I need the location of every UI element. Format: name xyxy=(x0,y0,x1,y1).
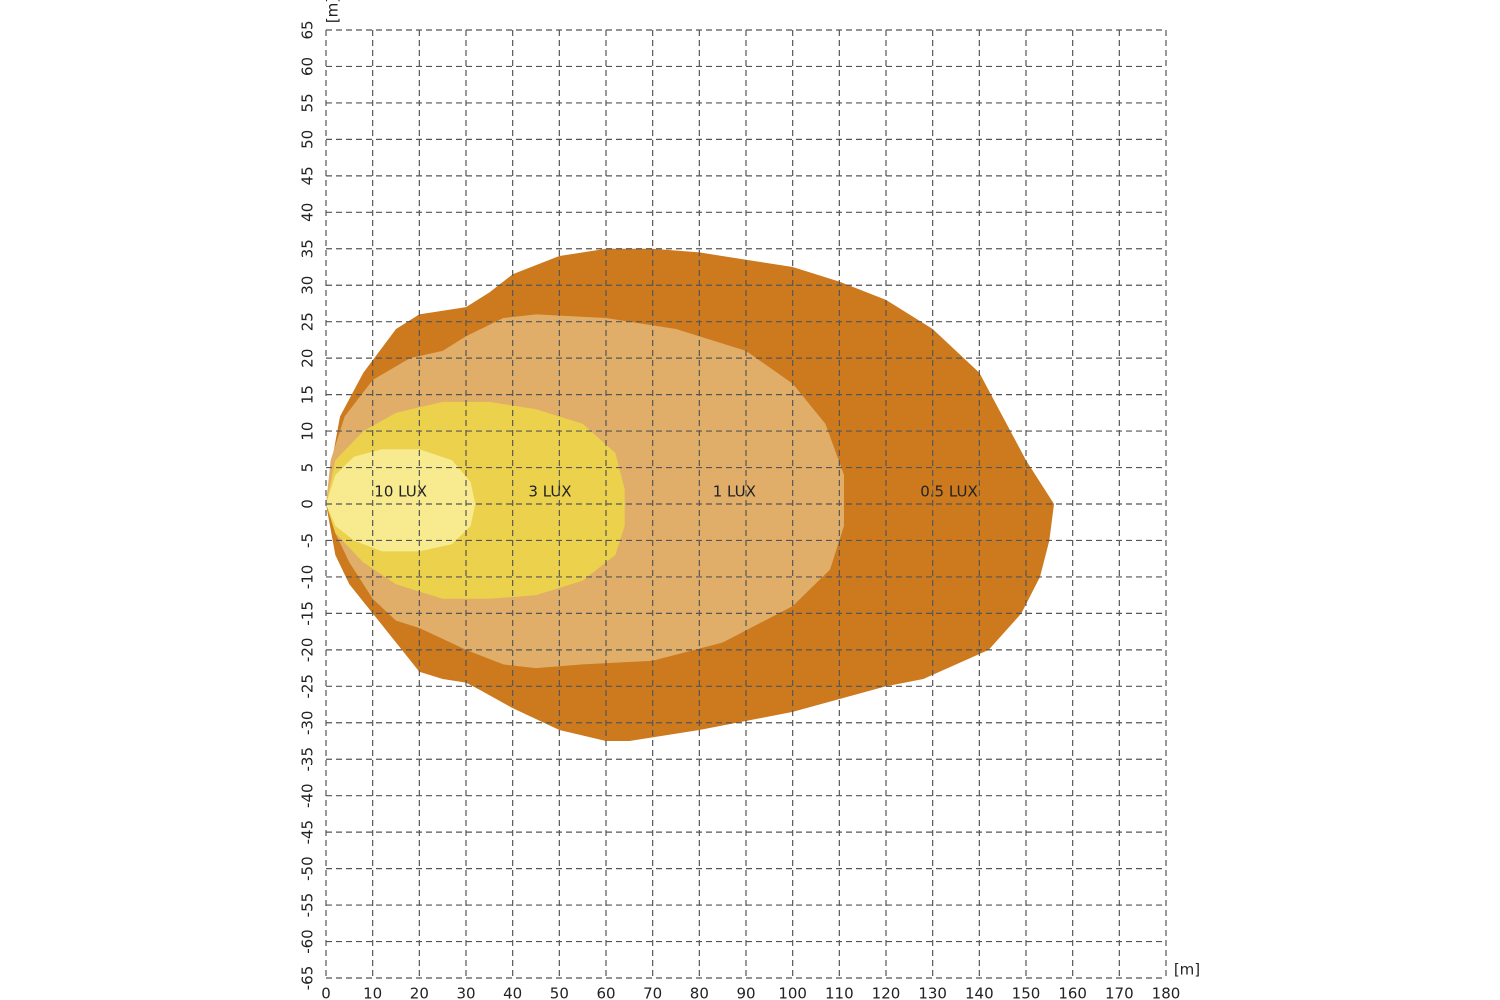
y-tick-label: -10 xyxy=(299,565,317,590)
x-tick-label: 30 xyxy=(456,985,475,1000)
y-tick-label: 60 xyxy=(299,57,317,76)
y-tick-label: -40 xyxy=(299,783,317,808)
y-tick-label: -55 xyxy=(299,893,317,918)
x-tick-label: 90 xyxy=(736,985,755,1000)
y-tick-label: 0 xyxy=(299,499,317,509)
y-tick-label: 10 xyxy=(299,422,317,441)
x-tick-label: 120 xyxy=(872,985,901,1000)
y-tick-label: 40 xyxy=(299,203,317,222)
x-tick-label: 130 xyxy=(918,985,947,1000)
x-tick-label: 140 xyxy=(965,985,994,1000)
y-tick-label: 25 xyxy=(299,312,317,331)
isolux-label: 1 LUX xyxy=(713,483,756,501)
y-tick-label: 55 xyxy=(299,93,317,112)
x-tick-label: 80 xyxy=(690,985,709,1000)
x-tick-label: 20 xyxy=(410,985,429,1000)
x-tick-label: 110 xyxy=(825,985,854,1000)
x-tick-label: 50 xyxy=(550,985,569,1000)
isolux-label: 10 LUX xyxy=(374,483,427,501)
y-tick-label: -25 xyxy=(299,674,317,699)
x-axis-label: [m] xyxy=(1174,961,1200,979)
y-tick-label: -65 xyxy=(299,966,317,991)
y-tick-label: -15 xyxy=(299,601,317,626)
x-tick-label: 70 xyxy=(643,985,662,1000)
y-tick-label: 20 xyxy=(299,349,317,368)
isolux-area xyxy=(326,449,476,552)
y-tick-label: -35 xyxy=(299,747,317,772)
x-tick-label: 180 xyxy=(1152,985,1181,1000)
x-tick-label: 10 xyxy=(363,985,382,1000)
x-tick-label: 160 xyxy=(1058,985,1087,1000)
x-tick-label: 100 xyxy=(778,985,807,1000)
y-tick-label: -30 xyxy=(299,711,317,736)
y-tick-label: -60 xyxy=(299,929,317,954)
y-tick-label: 35 xyxy=(299,239,317,258)
y-tick-label: -5 xyxy=(299,533,317,548)
x-tick-label: 170 xyxy=(1105,985,1134,1000)
y-tick-label: -50 xyxy=(299,856,317,881)
y-tick-label: 15 xyxy=(299,385,317,404)
y-tick-label: -20 xyxy=(299,638,317,663)
y-tick-label: -45 xyxy=(299,820,317,845)
x-tick-label: 60 xyxy=(596,985,615,1000)
y-tick-label: 5 xyxy=(299,463,317,473)
y-tick-label: 30 xyxy=(299,276,317,295)
y-tick-label: 45 xyxy=(299,166,317,185)
isolux-label: 0.5 LUX xyxy=(920,483,978,501)
isolux-label: 3 LUX xyxy=(528,483,571,501)
x-tick-label: 0 xyxy=(321,985,331,1000)
y-axis-label: [m] xyxy=(324,0,342,23)
x-tick-label: 150 xyxy=(1012,985,1041,1000)
y-tick-label: 65 xyxy=(299,20,317,39)
y-tick-label: 50 xyxy=(299,130,317,149)
x-tick-label: 40 xyxy=(503,985,522,1000)
